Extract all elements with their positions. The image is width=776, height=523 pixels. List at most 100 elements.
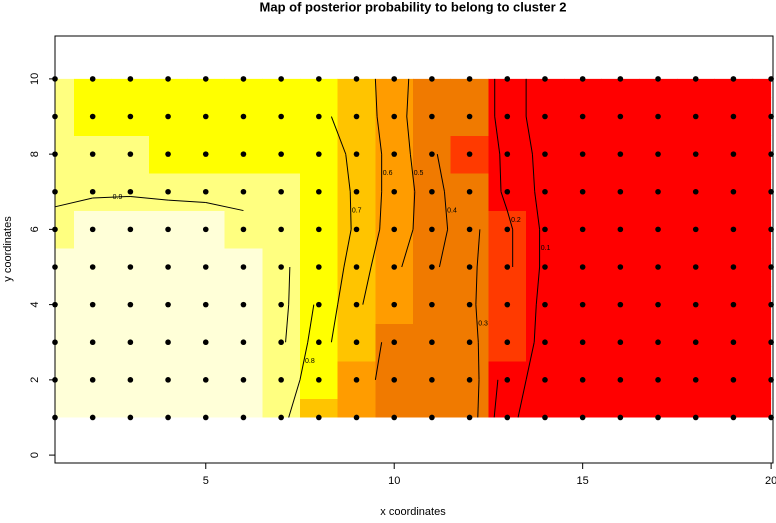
grid-point — [617, 226, 624, 233]
grid-point — [692, 377, 699, 383]
grid-point — [353, 264, 360, 270]
contour-line — [477, 342, 480, 380]
grid-point — [127, 414, 134, 421]
grid-point — [655, 414, 661, 421]
grid-point — [429, 264, 435, 270]
contour-line — [349, 191, 352, 230]
heat-cell — [563, 78, 603, 99]
grid-point — [655, 339, 661, 346]
grid-point — [240, 188, 247, 195]
grid-point — [165, 377, 171, 383]
grid-point — [240, 76, 247, 82]
heat-cell — [55, 135, 75, 174]
grid-point — [655, 76, 661, 82]
grid-point — [353, 377, 360, 383]
heat-cell — [55, 398, 75, 418]
contour-line — [307, 304, 315, 343]
grid-point — [542, 113, 548, 120]
grid-point — [89, 151, 96, 157]
grid-point — [542, 414, 548, 421]
grid-point — [391, 151, 398, 157]
contour-label: 0.3 — [478, 320, 488, 327]
grid-point — [202, 151, 209, 157]
grid-point — [692, 301, 699, 308]
heat-cell — [714, 398, 753, 418]
grid-point — [89, 226, 96, 233]
x-tick-label: 15 — [577, 475, 589, 487]
grid-point — [730, 339, 737, 346]
heat-cell — [299, 78, 339, 99]
grid-point — [429, 151, 435, 157]
grid-point — [466, 414, 473, 421]
grid-point — [504, 339, 511, 346]
grid-point — [202, 301, 209, 308]
grid-point — [504, 113, 511, 120]
contour-line — [376, 116, 383, 155]
grid-point — [165, 76, 171, 82]
grid-point — [429, 76, 435, 82]
heat-cell — [752, 398, 772, 418]
grid-point — [466, 377, 473, 383]
grid-point — [316, 301, 322, 308]
grid-point — [89, 414, 96, 421]
contour-line — [535, 266, 541, 305]
grid-point — [89, 264, 96, 270]
grid-point — [692, 339, 699, 346]
grid-point — [127, 113, 134, 120]
heat-cell — [55, 285, 75, 324]
heat-cell — [337, 78, 376, 99]
grid-point — [692, 151, 699, 157]
contour-label: 0.5 — [414, 170, 424, 177]
grid-point — [202, 339, 209, 346]
contour-line — [531, 154, 536, 192]
grid-point — [504, 264, 511, 270]
heat-cell — [639, 78, 678, 99]
grid-point — [692, 264, 699, 270]
heat-cell — [488, 78, 527, 99]
grid-point — [692, 188, 699, 195]
grid-point — [165, 339, 171, 346]
heat-cell — [73, 398, 113, 418]
grid-point — [278, 188, 284, 195]
grid-point — [127, 151, 134, 157]
grid-point — [316, 414, 322, 421]
grid-point — [240, 264, 247, 270]
grid-point — [127, 226, 134, 233]
grid-point — [202, 377, 209, 383]
grid-point — [579, 414, 586, 421]
contour-line — [506, 210, 514, 230]
grid-point — [617, 188, 624, 195]
heat-cell — [752, 248, 772, 287]
y-axis-label: y coordinates — [2, 216, 14, 282]
grid-point — [429, 414, 435, 421]
heat-cell — [601, 78, 640, 99]
grid-point — [579, 339, 586, 346]
heat-cell — [299, 398, 339, 418]
grid-point — [579, 113, 586, 120]
grid-point — [278, 414, 284, 421]
contour-line — [494, 116, 501, 155]
heat-cell — [752, 135, 772, 174]
grid-point — [466, 151, 473, 157]
contour-label: 0.7 — [352, 207, 362, 214]
heat-cell — [186, 398, 226, 418]
grid-point — [391, 377, 398, 383]
contour-line — [54, 197, 93, 208]
contour-line — [525, 116, 533, 155]
heat-cell — [639, 398, 678, 418]
grid-point — [165, 301, 171, 308]
grid-point — [353, 113, 360, 120]
grid-point — [730, 301, 737, 308]
grid-point — [278, 264, 284, 270]
grid-point — [165, 151, 171, 157]
contour-line — [130, 195, 169, 201]
heat-cell — [55, 97, 75, 136]
grid-point — [165, 226, 171, 233]
contour-label: 0.2 — [511, 217, 521, 224]
grid-point — [391, 188, 398, 195]
grid-point — [127, 301, 134, 308]
y-tick-label: 6 — [29, 226, 41, 232]
grid-point — [127, 188, 134, 195]
grid-point — [692, 76, 699, 82]
grid-point — [429, 377, 435, 383]
